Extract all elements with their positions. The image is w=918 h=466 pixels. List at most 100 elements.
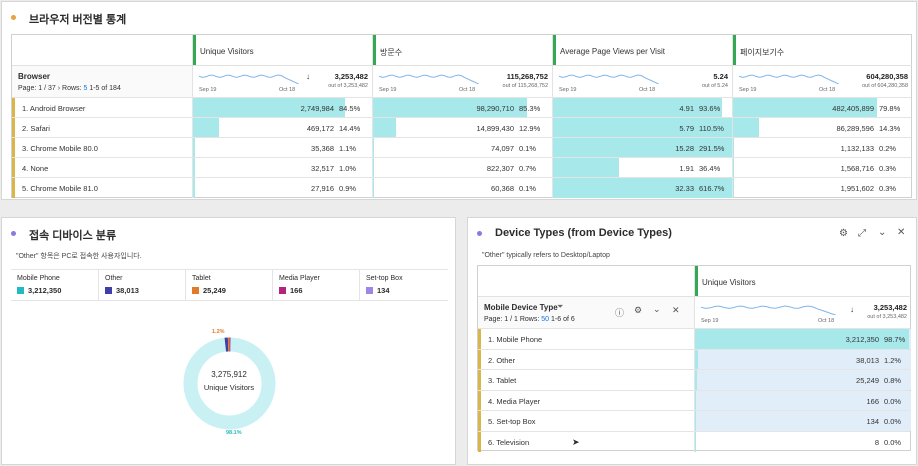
page-total: / 37 [44, 85, 56, 92]
column-total: 115,268,752 [506, 72, 548, 81]
cell-value: 1,132,133 [840, 144, 874, 153]
legend-value: 134 [377, 286, 390, 295]
device-types-panel: Device Types (from Device Types) ⚙ ⤢ ⌄ ✕… [467, 217, 917, 465]
row-label[interactable]: 5. Set-top Box [488, 417, 536, 426]
info-icon[interactable]: ⓘ [615, 308, 625, 318]
percent-fill-bar [193, 158, 195, 178]
row-marker [12, 98, 15, 118]
panel-subtitle: "Other" 항목은 PC로 접속한 사용자입니다. [16, 253, 142, 260]
donut-bottom-label: 98.1% [226, 430, 242, 436]
table-cell: 5.79 110.5% [552, 118, 732, 138]
table-row[interactable]: 4. None 32,517 1.0% 822,307 0.7% 1.91 36.4% 1,5… [12, 157, 911, 178]
table-cell: 74,097 0.1% [372, 138, 552, 158]
column-header-unique-visitors[interactable]: Unique Visitors [694, 266, 911, 296]
cell-value: 32.33 [675, 184, 694, 193]
close-icon[interactable]: ✕ [897, 227, 906, 238]
filter-icon[interactable]: ⏷ [557, 302, 564, 311]
legend-item[interactable]: Other 38,013 [98, 270, 185, 300]
row-label[interactable]: 1. Mobile Phone [488, 335, 543, 344]
legend-swatch [105, 287, 112, 294]
table-row[interactable]: 6. Television 8 0.0% [478, 430, 910, 452]
table-cell: 15.28 291.5% [552, 138, 732, 158]
legend-item[interactable]: Set-top Box 134 [359, 270, 446, 300]
cell-percent: 14.4% [339, 124, 361, 133]
cell-value: 35,368 [311, 144, 334, 153]
table-row[interactable]: 2. Other 38,013 1.2% [478, 348, 911, 370]
legend-item[interactable]: Media Player 166 [272, 270, 359, 300]
chevron-down-icon[interactable]: ⌄ [653, 304, 661, 314]
next-page-icon[interactable]: › [57, 85, 61, 92]
table-row[interactable]: 3. Tablet 25,249 0.8% [478, 369, 911, 390]
table-row[interactable]: 4. Media Player 166 0.0% [478, 389, 911, 411]
page-number[interactable]: 1 [504, 316, 509, 323]
row-label[interactable]: 6. Television [488, 437, 530, 447]
table-row[interactable]: 1. Android Browser 2,749,984 84.5% 98,290,7… [12, 97, 911, 118]
percent-fill-bar [733, 118, 759, 138]
cell-percent: 98.7% [884, 335, 906, 344]
legend-item[interactable]: Tablet 25,249 [185, 270, 272, 300]
cell-value: 14,899,430 [476, 124, 514, 133]
column-header-unique-visitors[interactable]: Unique Visitors [192, 35, 372, 65]
sparkline-end-label: Oct 18 [818, 318, 835, 324]
table-cell: 25,249 0.8% [694, 370, 911, 390]
page-number[interactable]: 1 [38, 85, 43, 92]
legend-name: Set-top Box [366, 275, 403, 282]
column-header-label: 페이지보기수 [740, 48, 785, 57]
table-cell: 60,368 0.1% [372, 178, 552, 198]
close-icon[interactable]: ✕ [672, 305, 680, 315]
cell-value: 1.91 [679, 164, 694, 173]
panel-title: 접속 디바이스 분류 [29, 230, 117, 242]
row-label[interactable]: 5. Chrome Mobile 81.0 [22, 184, 98, 193]
row-label[interactable]: 2. Safari [22, 124, 50, 133]
table-cell: 2,749,984 84.5% [192, 98, 372, 118]
row-label[interactable]: 2. Other [488, 355, 516, 365]
cell-value: 60,368 [491, 184, 514, 193]
cell-value: 469,172 [306, 124, 334, 133]
row-highlight [695, 370, 911, 390]
row-label[interactable]: 1. Android Browser [22, 104, 86, 113]
row-highlight [695, 349, 911, 370]
table-cell: 469,172 14.4% [192, 118, 372, 138]
sort-arrow-icon[interactable]: ↓ [306, 72, 310, 81]
gear-icon[interactable]: ⚙ [634, 305, 643, 315]
expand-icon[interactable]: ⤢ [858, 228, 866, 239]
percent-fill-bar [193, 178, 195, 198]
panel-status-dot [477, 231, 482, 236]
column-header-page-views[interactable]: 페이지보기수 [732, 35, 912, 65]
donut-slice[interactable] [183, 337, 276, 430]
column-header-avg-page-views[interactable]: Average Page Views per Visit [552, 35, 732, 65]
gear-icon[interactable]: ⚙ [839, 228, 848, 239]
cell-percent: 0.3% [879, 184, 897, 193]
table-row[interactable]: 5. Set-top Box 134 0.0% [478, 410, 911, 431]
sort-arrow-icon[interactable]: ↓ [850, 305, 854, 314]
column-summary: Sep 19 Oct 18 5.24 out of 5.24 [552, 65, 732, 97]
cell-value: 74,097 [491, 144, 514, 153]
table-row[interactable]: 3. Chrome Mobile 80.0 35,368 1.1% 74,097 0.1… [12, 137, 911, 158]
table-row[interactable]: 5. Chrome Mobile 81.0 27,916 0.9% 60,368 0.1… [12, 177, 911, 198]
rows-select[interactable]: 5 [83, 85, 88, 92]
row-marker [478, 349, 481, 370]
cell-percent: 84.5% [339, 104, 361, 113]
cell-percent: 36.4% [699, 164, 721, 173]
row-label[interactable]: 3. Tablet [488, 376, 517, 385]
chevron-down-icon[interactable]: ⌄ [878, 227, 887, 238]
legend-name: Media Player [279, 275, 320, 282]
dimension-header: Mobile Device Type ⏷ Page: 1 / 1 Rows: 5… [478, 296, 694, 328]
percent-fill-bar [373, 158, 375, 178]
sparkline-start-label: Sep 19 [559, 87, 577, 93]
column-header-visits[interactable]: 방문수 [372, 35, 552, 65]
row-label[interactable]: 4. None [22, 164, 49, 173]
rows-select[interactable]: 50 [541, 316, 550, 323]
row-label[interactable]: 4. Media Player [488, 396, 541, 406]
cell-percent: 616.7% [699, 184, 725, 193]
percent-fill-bar [695, 329, 910, 349]
column-summary: Sep 19 Oct 18 604,280,358 out of 604,280,35… [732, 65, 912, 97]
row-label[interactable]: 3. Chrome Mobile 80.0 [22, 144, 98, 153]
row-highlight [695, 411, 911, 431]
percent-fill-bar [695, 431, 697, 452]
browser-stats-panel: 브라우저 버전별 통계 Unique Visitors 방문수 Average … [1, 1, 917, 200]
table-row[interactable]: 1. Mobile Phone 3,212,350 98.7% [478, 328, 911, 349]
percent-fill-bar [553, 98, 722, 118]
table-row[interactable]: 2. Safari 469,172 14.4% 14,899,430 12.9% 5.79… [12, 117, 911, 138]
legend-item[interactable]: Mobile Phone 3,212,350 [11, 270, 98, 300]
